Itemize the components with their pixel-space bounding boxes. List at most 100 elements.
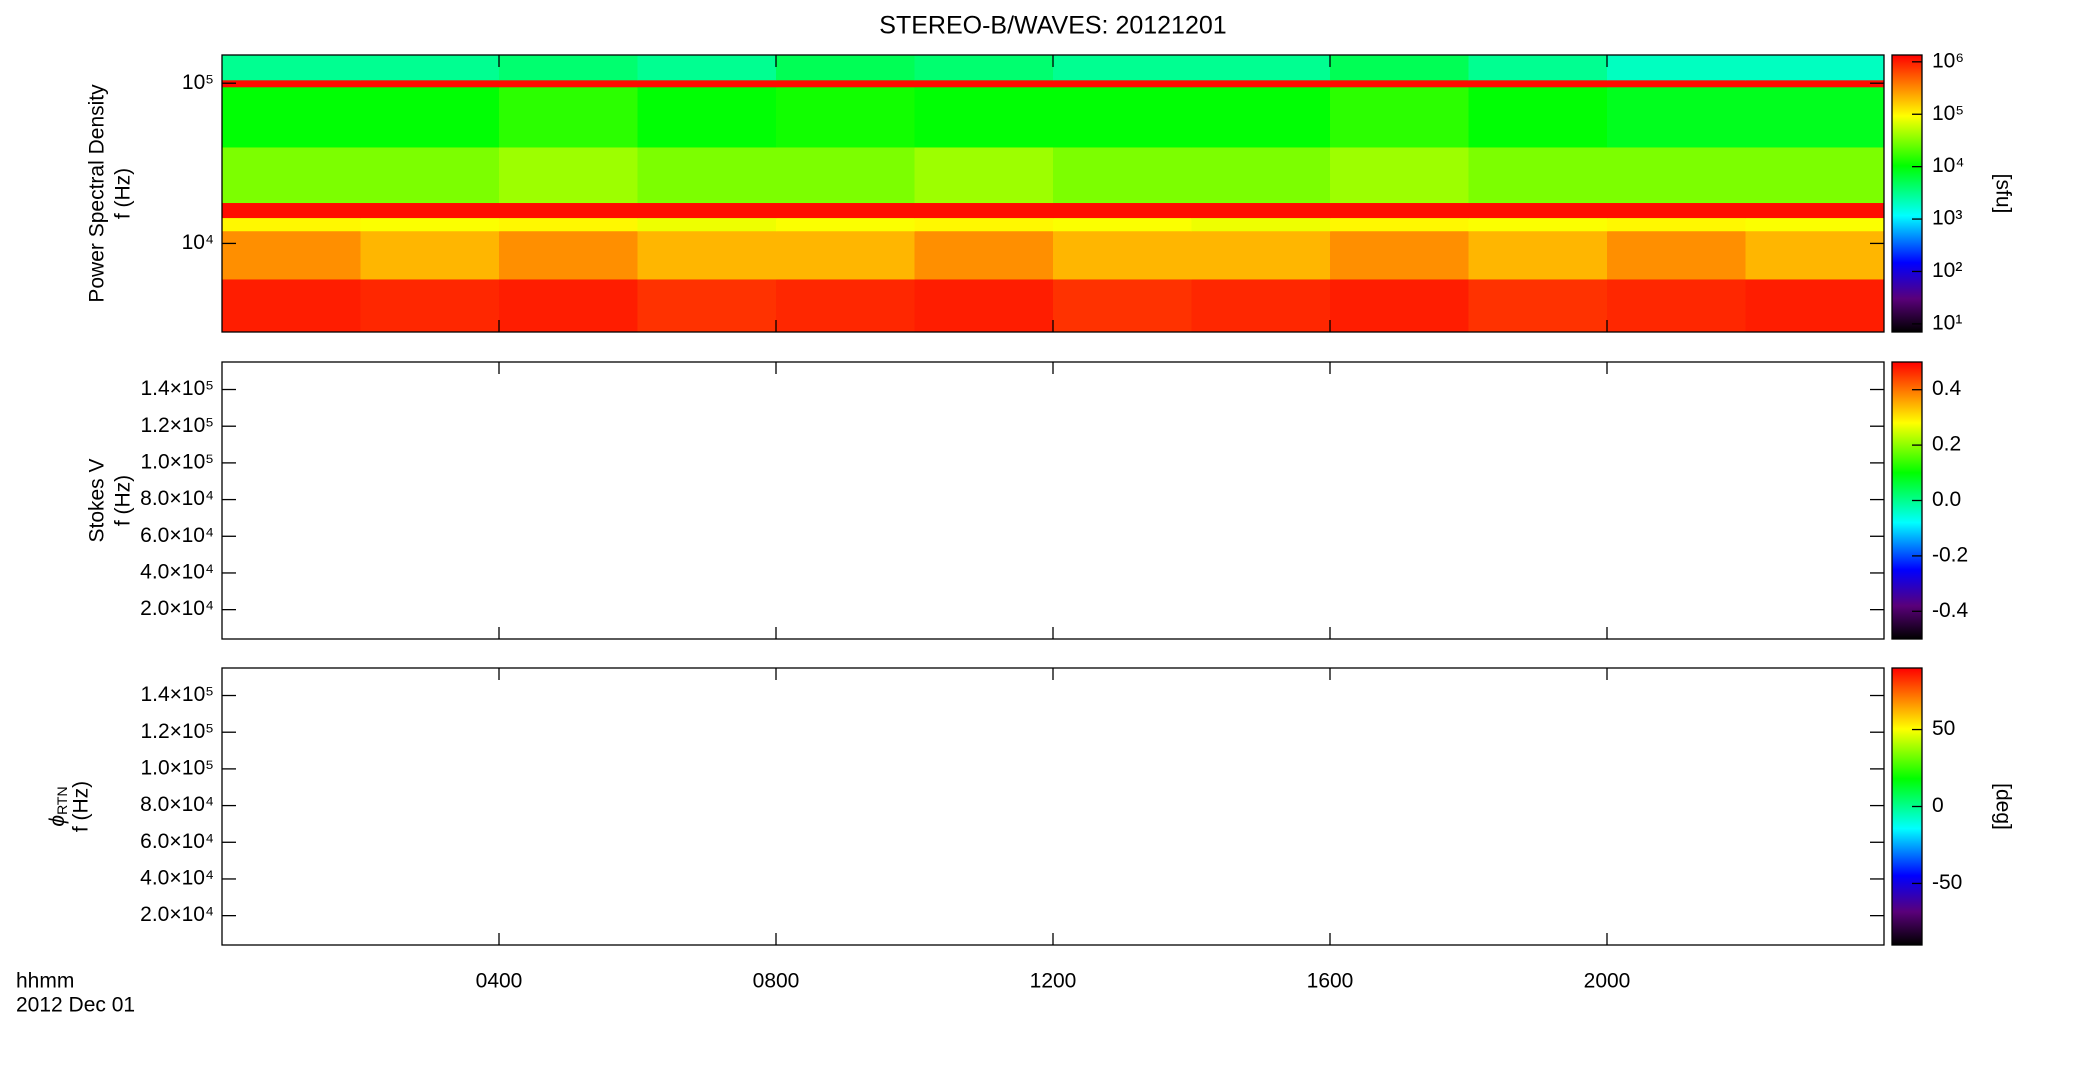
heatmap-cell — [1330, 230, 1469, 280]
y-tick-label: 1.4×10⁵ — [140, 683, 214, 706]
heatmap-cell — [499, 217, 638, 232]
colorbar-tick-label: -0.4 — [1932, 599, 1969, 622]
colorbar-label: [deg] — [1991, 783, 2014, 830]
colorbar-tick-label: 10³ — [1932, 207, 1962, 230]
x-tick-label: 0400 — [476, 970, 523, 993]
heatmap-cell — [360, 217, 500, 232]
x-axis-label: hhmm — [16, 970, 74, 993]
colorbar-tick-label: -0.2 — [1932, 543, 1968, 566]
label-subscript: RTN — [54, 786, 70, 815]
y-tick-label: 8.0×10⁴ — [140, 793, 214, 816]
y-tick-label: 1.0×10⁵ — [140, 756, 214, 779]
heatmap-cell — [360, 278, 500, 333]
colorbar-tick-label: 10⁶ — [1932, 49, 1964, 72]
heatmap-cell — [1607, 55, 1746, 81]
heatmap-cell — [222, 278, 361, 333]
heatmap-cell — [222, 146, 361, 204]
heatmap-cell — [222, 55, 361, 81]
heatmap-cell — [1330, 202, 1469, 219]
colorbar-tick-label: 10⁵ — [1932, 102, 1964, 125]
heatmap-cell — [360, 146, 500, 204]
x-tick-label: 1200 — [1030, 970, 1077, 993]
heatmap-cell — [1607, 230, 1746, 280]
heatmap-cell — [776, 230, 915, 280]
heatmap-cell — [637, 86, 777, 148]
y-tick-label: 8.0×10⁴ — [140, 487, 214, 510]
heatmap-cell — [776, 86, 915, 148]
heatmap-cell — [222, 86, 361, 148]
plot-frame — [221, 361, 1885, 640]
colorbar-tick-label: 0.0 — [1932, 488, 1961, 511]
label-symbol: ϕ — [46, 815, 69, 827]
y-axis-label: f (Hz) — [70, 781, 93, 832]
y-tick-label: 10⁵ — [182, 71, 214, 94]
y-tick-label: 6.0×10⁴ — [140, 524, 214, 547]
heatmap-cell — [1053, 202, 1192, 219]
heatmap-cell — [1468, 217, 1608, 232]
heatmap-cell — [1745, 217, 1885, 232]
heatmap-cell — [776, 278, 915, 333]
y-tick-label: 2.0×10⁴ — [140, 597, 214, 620]
y-tick-label: 1.2×10⁵ — [140, 414, 214, 437]
colorbar-tick-label: -50 — [1932, 871, 1962, 894]
heatmap-cell — [1468, 278, 1608, 333]
heatmap-cell — [499, 146, 638, 204]
colorbar-tick-label: 0.2 — [1932, 433, 1961, 456]
heatmap-cell — [1607, 86, 1746, 148]
y-axis-label: Power Spectral Density — [86, 84, 109, 303]
heatmap-cell — [1468, 55, 1608, 81]
y-tick-label: 1.2×10⁵ — [140, 720, 214, 743]
heatmap-cell — [499, 202, 638, 219]
heatmap-cell — [1745, 79, 1885, 88]
heatmap-cell — [1607, 217, 1746, 232]
heatmap-cell — [1053, 55, 1192, 81]
y-axis-label: Stokes V — [86, 458, 109, 542]
heatmap-cell — [637, 146, 777, 204]
chart-title: STEREO-B/WAVES: 20121201 — [879, 12, 1226, 40]
heatmap-cell — [914, 278, 1054, 333]
heatmap-cell — [360, 79, 500, 88]
heatmap-cell — [637, 217, 777, 232]
heatmap-cell — [914, 86, 1054, 148]
heatmap-cell — [914, 217, 1054, 232]
heatmap-cell — [914, 230, 1054, 280]
colorbar-tick-label: 50 — [1932, 717, 1955, 740]
heatmap-cell — [914, 79, 1054, 88]
heatmap-cell — [637, 202, 777, 219]
heatmap-cell — [1607, 79, 1746, 88]
heatmap-cell — [1053, 217, 1192, 232]
heatmap-cell — [776, 79, 915, 88]
heatmap-cell — [1191, 230, 1331, 280]
x-axis-date: 2012 Dec 01 — [16, 994, 135, 1017]
heatmap-cell — [1330, 217, 1469, 232]
heatmap-cell — [914, 146, 1054, 204]
heatmap-cell — [1330, 79, 1469, 88]
heatmap-cell — [1607, 278, 1746, 333]
heatmap-cell — [1191, 217, 1331, 232]
heatmap-cell — [222, 217, 361, 232]
heatmap-cell — [776, 217, 915, 232]
heatmap-cell — [1191, 55, 1331, 81]
heatmap-cell — [776, 202, 915, 219]
heatmap-cell — [914, 202, 1054, 219]
heatmap-cell — [1607, 202, 1746, 219]
colorbar — [1891, 54, 1923, 333]
heatmap-cell — [1745, 202, 1885, 219]
heatmap-cell — [1607, 146, 1746, 204]
colorbar-tick-label: 0 — [1932, 794, 1944, 817]
heatmap-cell — [222, 79, 361, 88]
heatmap-cell — [222, 230, 361, 280]
heatmap-cell — [1468, 79, 1608, 88]
heatmap-cell — [222, 202, 361, 219]
heatmap-cell — [360, 230, 500, 280]
colorbar-tick-label: 10¹ — [1932, 311, 1962, 334]
colorbar-label: [sfu] — [1991, 174, 2014, 214]
heatmap-cell — [499, 86, 638, 148]
heatmap-cell — [499, 55, 638, 81]
heatmap-cell — [1053, 230, 1192, 280]
heatmap-cell — [360, 55, 500, 81]
heatmap-cell — [1053, 278, 1192, 333]
heatmap-cell — [637, 55, 777, 81]
heatmap-cell — [776, 146, 915, 204]
